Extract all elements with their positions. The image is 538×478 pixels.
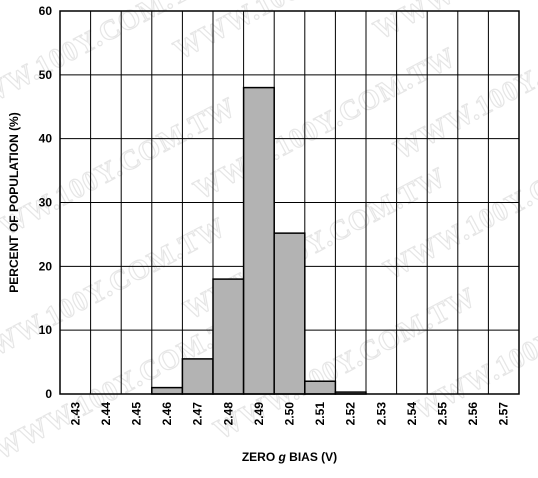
x-tick-label: 2.57 (497, 402, 511, 426)
bar-2.50 (273, 232, 306, 395)
y-tick-label: 0 (45, 387, 52, 401)
x-tick-label: 2.49 (252, 402, 266, 426)
bar-2.47 (181, 358, 214, 395)
x-axis-title-before: ZERO (242, 450, 279, 464)
x-axis-title: ZERO g BIAS (V) (242, 450, 337, 464)
bar-2.51 (304, 380, 337, 395)
y-tick-label: 10 (39, 323, 53, 337)
bars (151, 86, 367, 395)
y-axis-title: PERCENT OF POPULATION (%) (7, 112, 21, 292)
x-tick-label: 2.47 (191, 402, 205, 426)
y-tick-label: 20 (39, 259, 53, 273)
x-tick-label: 2.44 (99, 402, 113, 426)
x-tick-label: 2.54 (405, 402, 419, 426)
bar-2.49 (242, 86, 275, 395)
x-axis-title-after: BIAS (V) (286, 450, 337, 464)
x-tick-label: 2.50 (283, 402, 297, 426)
x-tick-label: 2.52 (344, 402, 358, 426)
x-tick-label: 2.43 (68, 402, 82, 426)
x-axis-title-italic: g (277, 450, 286, 464)
x-tick-labels: 2.43 2.44 2.45 2.46 2.47 2.48 2.49 2.50 2.51 2.52… (68, 402, 510, 426)
y-tick-label: 50 (39, 68, 53, 82)
plot-frame (59, 10, 520, 395)
x-tick-label: 2.53 (374, 402, 388, 426)
y-tick-labels: 0 10 20 30 40 50 60 (39, 4, 53, 401)
x-tick-label: 2.48 (221, 402, 235, 426)
x-tick-label: 2.56 (466, 402, 480, 426)
y-tick-label: 60 (39, 4, 53, 18)
watermark-text: WWW.100Y.COM.TW (369, 0, 538, 46)
x-tick-label: 2.46 (160, 402, 174, 426)
x-tick-label: 2.51 (313, 402, 327, 426)
x-tick-label: 2.45 (130, 402, 144, 426)
y-tick-label: 30 (39, 196, 53, 210)
bar-2.48 (212, 278, 245, 395)
y-tick-label: 40 (39, 132, 53, 146)
bar-2.46 (151, 386, 184, 395)
x-tick-label: 2.55 (436, 402, 450, 426)
